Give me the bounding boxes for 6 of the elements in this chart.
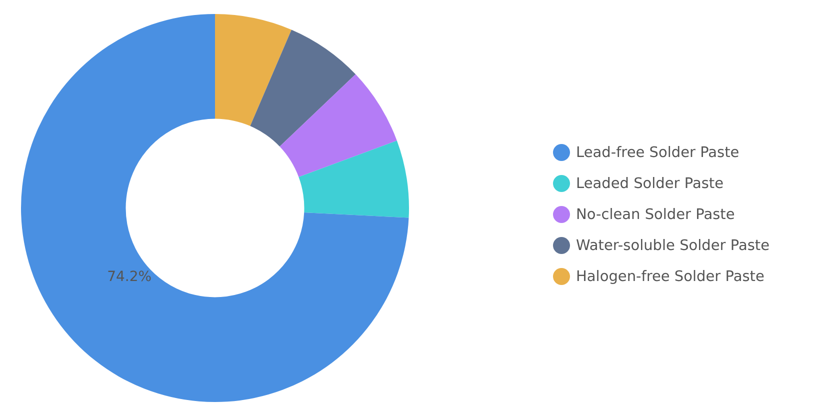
legend-label: Halogen-free Solder Paste	[576, 268, 764, 284]
data-label: 74.2%	[107, 268, 152, 285]
legend-label: No-clean Solder Paste	[576, 206, 735, 222]
legend-label: Lead-free Solder Paste	[576, 144, 740, 160]
legend-label: Water-soluble Solder Paste	[576, 238, 770, 254]
legend-label: Leaded Solder Paste	[576, 176, 724, 192]
